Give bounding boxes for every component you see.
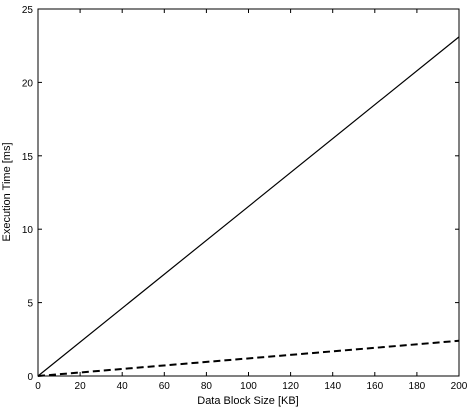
x-tick-label: 160 bbox=[366, 381, 383, 392]
x-tick-label: 0 bbox=[35, 381, 41, 392]
y-axis-label: Execution Time [ms] bbox=[1, 142, 13, 241]
x-tick-label: 60 bbox=[159, 381, 171, 392]
x-tick-label: 20 bbox=[75, 381, 87, 392]
y-axis-ticks: 0 5 10 15 20 25 bbox=[22, 5, 459, 383]
y-tick-label: 25 bbox=[22, 5, 34, 16]
x-tick-label: 120 bbox=[282, 381, 299, 392]
series-layer bbox=[37, 36, 460, 377]
y-tick-label: 20 bbox=[22, 78, 34, 89]
y-tick-label: 10 bbox=[22, 225, 34, 236]
y-tick-label: 0 bbox=[27, 372, 33, 383]
x-tick-label: 80 bbox=[201, 381, 213, 392]
x-tick-label: 40 bbox=[117, 381, 129, 392]
x-tick-label: 100 bbox=[240, 381, 257, 392]
y-tick-label: 5 bbox=[27, 299, 33, 310]
x-tick-label: 140 bbox=[324, 381, 341, 392]
y-tick-label: 15 bbox=[22, 152, 34, 163]
x-axis-label: Data Block Size [KB] bbox=[197, 395, 299, 407]
x-tick-label: 180 bbox=[409, 381, 426, 392]
series-line-1 bbox=[37, 36, 460, 377]
x-tick-label: 200 bbox=[451, 381, 468, 392]
plot-area-frame bbox=[37, 8, 460, 377]
x-axis-ticks: 0 20 40 60 80 100 120 140 160 180 200 bbox=[35, 9, 468, 392]
series-line-2 bbox=[37, 339, 460, 377]
